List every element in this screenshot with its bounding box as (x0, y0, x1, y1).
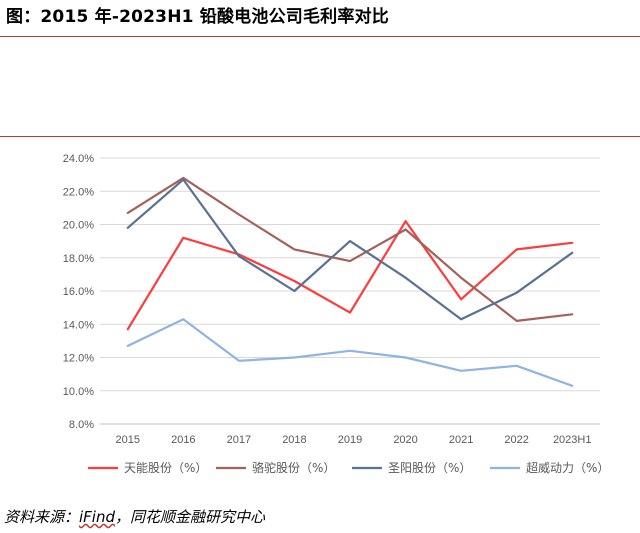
x-tick-label: 2021 (449, 434, 473, 446)
x-tick-label: 2015 (116, 434, 140, 446)
legend-label: 圣阳股份（%） (388, 461, 471, 475)
chart-border-top (0, 136, 640, 137)
x-tick-label: 2020 (393, 434, 417, 446)
source-note: 资料来源：iFind，同花顺金融研究中心 (4, 506, 265, 527)
x-tick-label: 2023H1 (553, 434, 592, 446)
x-tick-label: 2019 (338, 434, 362, 446)
y-tick-label: 12.0% (63, 353, 94, 365)
series-line (126, 318, 574, 387)
source-prefix: 资料来源： (4, 508, 80, 526)
y-tick-label: 18.0% (63, 253, 94, 265)
legend-label: 天能股份（%） (124, 461, 207, 475)
source-suffix: ，同花顺金融研究中心 (115, 508, 266, 526)
figure-title: 图：2015 年-2023H1 铅酸电池公司毛利率对比 (6, 7, 389, 27)
title-divider (0, 36, 640, 37)
y-tick-label: 14.0% (63, 319, 94, 331)
x-tick-label: 2018 (282, 434, 306, 446)
y-tick-label: 16.0% (63, 286, 94, 298)
y-tick-label: 24.0% (63, 153, 94, 165)
x-tick-label: 2022 (504, 434, 528, 446)
x-tick-label: 2016 (171, 434, 195, 446)
series-line (126, 220, 574, 331)
chart-frame: 8.0% 10.0% 12.0% 14.0% 16.0% 18.0% 20.0% 22.0% 2… (0, 136, 640, 496)
legend-label: 骆驼股份（%） (252, 460, 335, 475)
y-tick-label: 22.0% (63, 186, 94, 198)
line-chart: 8.0% 10.0% 12.0% 14.0% 16.0% 18.0% 20.0% 22.0% 2… (0, 136, 640, 475)
source-app-name: iFind (79, 508, 116, 526)
legend-label: 超威动力（%） (526, 460, 609, 475)
series-line (126, 176, 574, 322)
x-tick-label: 2017 (227, 434, 251, 446)
series-line (126, 178, 574, 321)
y-tick-label: 20.0% (63, 220, 94, 232)
y-tick-label: 10.0% (63, 386, 94, 398)
y-tick-label: 8.0% (69, 419, 94, 431)
